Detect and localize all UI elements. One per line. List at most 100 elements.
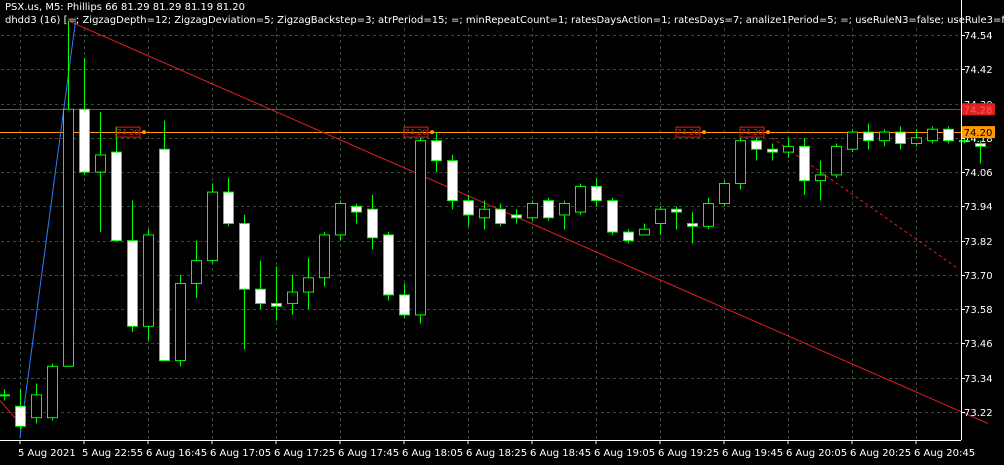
candle-body-bullish: [575, 185, 586, 213]
candle-body-bearish: [127, 240, 138, 327]
candle-body-bullish: [143, 234, 154, 327]
candle-body-bullish: [927, 128, 938, 142]
time-tick-label: 6 Aug 19:25: [658, 448, 719, 459]
price-tick-label: 73.94: [964, 202, 993, 213]
level-marker-box: [403, 126, 429, 138]
time-tick-label: 6 Aug 17:25: [274, 448, 335, 459]
candle-body-bullish: [847, 131, 858, 150]
candle-body-bullish: [63, 108, 74, 367]
time-tick-label: 6 Aug 18:25: [466, 448, 527, 459]
time-tick-label: 6 Aug 19:45: [722, 448, 783, 459]
price-level-badge: [962, 126, 995, 139]
level-marker-dot: [702, 130, 706, 135]
level-marker-box: [675, 126, 701, 138]
level-marker-dot: [430, 130, 434, 135]
time-tick-label: 6 Aug 20:25: [850, 448, 911, 459]
candle-body-bearish: [863, 131, 874, 142]
candle-body-bearish: [351, 205, 362, 213]
level-marker-label: 74.20: [677, 128, 700, 137]
candle-body-bullish: [959, 140, 970, 143]
candle-body-bullish: [335, 203, 346, 236]
price-tick-label: 74.42: [964, 65, 993, 76]
price-tick-label: 74.06: [964, 168, 993, 179]
candle-body-bearish: [943, 128, 954, 142]
candle-body-bearish: [511, 214, 522, 219]
candle-body-bearish: [975, 143, 986, 147]
price-level-badge: [962, 103, 995, 116]
level-marker-label: 74.20: [405, 128, 428, 137]
candle-body-bearish: [687, 223, 698, 227]
candle-body-bullish: [0, 394, 10, 397]
candle-body-bullish: [191, 260, 202, 284]
candle-body-bullish: [95, 154, 106, 173]
candle-body-bullish: [527, 203, 538, 219]
price-tick-label: 73.34: [964, 374, 993, 385]
candle-body-bullish: [303, 277, 314, 293]
candle-body-bullish: [47, 365, 58, 419]
candle-body-bearish: [751, 140, 762, 150]
price-tick-label: 73.82: [964, 237, 993, 248]
time-tick-label: 6 Aug 18:45: [530, 448, 591, 459]
candle-body-bullish: [911, 137, 922, 145]
price-tick-label: 73.46: [964, 339, 993, 350]
time-tick-label: 6 Aug 17:05: [210, 448, 271, 459]
time-tick-label: 6 Aug 18:05: [402, 448, 463, 459]
candle-body-bullish: [319, 234, 330, 279]
candle-body-bearish: [767, 148, 778, 153]
price-tick-label: 73.22: [964, 408, 993, 419]
candle-body-bearish: [239, 223, 250, 290]
candle-body-bearish: [367, 208, 378, 239]
candle-body-bullish: [31, 394, 42, 419]
price-tick-label: 73.70: [964, 271, 993, 282]
candle-body-bullish: [559, 203, 570, 216]
price-level-badge-label: 74.28: [964, 105, 993, 116]
time-tick-label: 5 Aug 22:55: [82, 448, 143, 459]
candle-body-bearish: [671, 208, 682, 213]
price-tick-label: 74.18: [964, 134, 993, 145]
candle-body-bearish: [15, 405, 26, 427]
level-marker-box: [739, 126, 765, 138]
candle-body-bearish: [447, 160, 458, 202]
candle-body-bearish: [399, 294, 410, 316]
candle-body-bullish: [175, 282, 186, 362]
time-tick-label: 6 Aug 16:45: [146, 448, 207, 459]
trendline-resistance: [67, 20, 989, 424]
candle-body-bearish: [895, 131, 906, 145]
candle-body-bearish: [463, 200, 474, 216]
candle-body-bearish: [431, 140, 442, 162]
price-level-badge-label: 74.20: [964, 128, 993, 139]
candle-body-bearish: [159, 148, 170, 362]
candle-body-bullish: [719, 183, 730, 205]
candle-body-bearish: [79, 108, 90, 173]
candle-body-bearish: [623, 231, 634, 242]
candle-body-bullish: [207, 191, 218, 262]
chart-header-indicator: dhdd3 (16) [=; ZigzagDepth=12; ZigzagDev…: [5, 15, 1004, 26]
candle-body-bearish: [223, 191, 234, 224]
candle-body-bearish: [111, 151, 122, 242]
candle-body-bullish: [287, 291, 298, 304]
time-tick-label: 6 Aug 17:45: [338, 448, 399, 459]
level-marker-dot: [142, 130, 146, 135]
level-marker-box: [115, 126, 141, 138]
time-tick-label: 5 Aug 2021: [18, 448, 76, 459]
level-marker-label: 74.20: [117, 128, 140, 137]
candle-body-bearish: [255, 288, 266, 304]
candle-body-bearish: [271, 302, 282, 307]
level-marker-label: 74.20: [741, 128, 764, 137]
candle-body-bullish: [415, 140, 426, 316]
chart-header-symbol: PSX.us, M5: Phillips 66 81.29 81.29 81.1…: [5, 2, 246, 13]
price-tick-label: 73.58: [964, 305, 993, 316]
time-tick-label: 6 Aug 20:45: [914, 448, 975, 459]
candle-body-bearish: [607, 200, 618, 233]
candle-body-bullish: [735, 140, 746, 185]
time-tick-label: 6 Aug 19:05: [594, 448, 655, 459]
candle-body-bullish: [655, 208, 666, 224]
time-tick-label: 6 Aug 20:05: [786, 448, 847, 459]
candle-body-bearish: [543, 200, 554, 219]
candle-body-bullish: [639, 228, 650, 236]
candle-body-bearish: [383, 234, 394, 296]
candle-body-bullish: [479, 208, 490, 219]
candle-body-bullish: [783, 145, 794, 153]
candle-body-bullish: [703, 203, 714, 227]
